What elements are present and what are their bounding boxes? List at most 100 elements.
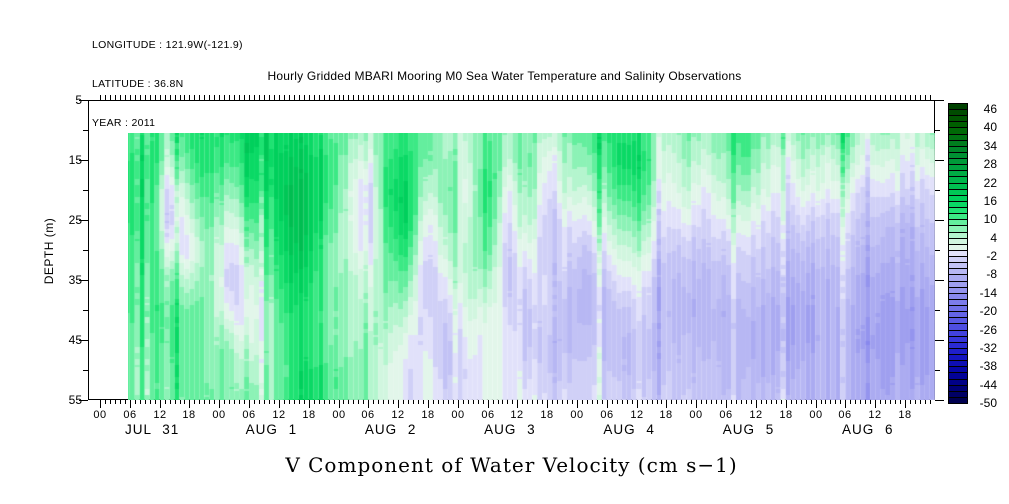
x-axis-minor-tick-top [244, 95, 245, 100]
x-axis-minor-tick-top [766, 95, 767, 100]
x-axis-tick-bottom [895, 400, 896, 404]
x-axis-minor-tick-top [229, 95, 230, 100]
x-axis-minor-tick-top [264, 95, 265, 100]
x-axis-minor-tick-top [860, 95, 861, 100]
x-axis-minor-tick-top [875, 95, 876, 100]
x-axis-tick-bottom [180, 400, 181, 404]
x-axis-tick-bottom [925, 400, 926, 404]
x-axis-tick-bottom [865, 400, 866, 404]
x-axis-tick-bottom [229, 400, 230, 404]
x-axis-minor-tick-top [527, 95, 528, 100]
x-axis-tick-bottom [781, 400, 782, 404]
x-axis-tick-bottom [721, 400, 722, 404]
x-axis-minor-tick-top [100, 95, 101, 100]
x-axis-minor-tick-top [120, 95, 121, 100]
x-axis-tick-bottom [443, 400, 444, 404]
x-axis-minor-tick-top [666, 95, 667, 100]
x-axis-tick-bottom [786, 400, 787, 408]
x-axis-tick-bottom [269, 400, 270, 404]
x-axis-minor-tick-top [259, 95, 260, 100]
x-axis-tick-bottom [284, 400, 285, 404]
x-axis-minor-tick-top [254, 95, 255, 100]
x-axis-minor-tick-top [368, 95, 369, 100]
colorbar-label: -14 [979, 285, 997, 300]
x-axis-hour-label: 06 [838, 409, 852, 421]
x-axis-minor-tick-top [542, 95, 543, 100]
x-axis-tick-bottom [140, 400, 141, 404]
x-axis-minor-tick-top [671, 95, 672, 100]
x-axis-minor-tick-top [736, 95, 737, 100]
x-axis-tick-bottom [766, 400, 767, 404]
x-axis-tick-bottom [189, 400, 190, 408]
x-axis-tick-bottom [701, 400, 702, 404]
x-axis-tick-bottom [279, 400, 280, 408]
colorbar [948, 103, 968, 404]
year-text: YEAR : 2011 [92, 117, 156, 129]
x-axis-tick-bottom [453, 400, 454, 404]
x-axis-minor-tick-top [905, 95, 906, 100]
x-axis-minor-tick-top [299, 95, 300, 100]
x-axis-tick-bottom [910, 400, 911, 404]
x-axis-minor-tick-top [184, 95, 185, 100]
x-axis-minor-tick-top [209, 95, 210, 100]
x-axis-hour-label: 00 [93, 409, 107, 421]
x-axis-hour-label: 18 [540, 409, 554, 421]
x-axis-tick-bottom [448, 400, 449, 404]
x-axis-tick-bottom [622, 400, 623, 404]
x-axis-tick-bottom [418, 400, 419, 404]
x-axis-minor-tick-top [880, 95, 881, 100]
x-axis-tick-bottom [244, 400, 245, 404]
x-axis-tick-bottom [562, 400, 563, 404]
latitude-text: LATITUDE : 36.8N [92, 78, 184, 90]
x-axis-minor-tick-top [175, 95, 176, 100]
x-axis-hour-label: 18 [421, 409, 435, 421]
x-axis-tick-bottom [587, 400, 588, 404]
x-axis-minor-tick-top [269, 95, 270, 100]
colorbar-label: 40 [983, 120, 997, 135]
x-axis-tick-bottom [711, 400, 712, 404]
x-axis-tick-bottom [657, 400, 658, 404]
colorbar-label: -32 [979, 340, 997, 355]
x-axis-day-label: AUG 5 [722, 422, 775, 437]
x-axis-minor-tick-top [731, 95, 732, 100]
x-axis-tick-bottom [612, 400, 613, 404]
y-axis-tick-right [935, 160, 944, 161]
x-axis-minor-tick-top [204, 95, 205, 100]
y-axis-label: 45 [68, 333, 82, 347]
x-axis-tick-bottom [413, 400, 414, 404]
x-axis-minor-tick-top [537, 95, 538, 100]
x-axis-minor-tick-top [458, 95, 459, 100]
x-axis-tick-bottom [666, 400, 667, 408]
x-axis-tick-bottom [259, 400, 260, 404]
x-axis-minor-tick-top [339, 95, 340, 100]
x-axis-minor-tick-top [358, 95, 359, 100]
x-axis-tick-bottom [577, 400, 578, 408]
x-axis-minor-tick-top [562, 95, 563, 100]
x-axis-tick-bottom [647, 400, 648, 404]
x-axis-minor-tick-top [383, 95, 384, 100]
y-axis-tick-right [935, 370, 940, 371]
x-axis-minor-tick-top [681, 95, 682, 100]
x-axis-tick-bottom [875, 400, 876, 408]
x-axis-tick-bottom [249, 400, 250, 408]
x-axis-hour-label: 00 [809, 409, 823, 421]
x-axis-tick-bottom [135, 400, 136, 404]
x-axis-hour-label: 18 [659, 409, 673, 421]
x-axis-tick-bottom [855, 400, 856, 404]
x-axis-hour-label: 18 [779, 409, 793, 421]
x-axis-tick-bottom [642, 400, 643, 404]
x-axis-tick-bottom [150, 400, 151, 404]
y-axis-tick-right [935, 250, 940, 251]
x-axis-minor-tick-top [617, 95, 618, 100]
x-axis-minor-tick-top [786, 95, 787, 100]
y-axis-tick-left [83, 250, 88, 251]
y-axis-tick-left [79, 400, 88, 401]
x-axis-tick-bottom [204, 400, 205, 404]
x-axis-tick-bottom [801, 400, 802, 404]
x-axis-tick-bottom [796, 400, 797, 404]
x-axis-day-label: AUG 3 [484, 422, 536, 437]
colorbar-label: 46 [983, 102, 997, 117]
x-axis-tick-bottom [239, 400, 240, 404]
x-axis-minor-tick-top [478, 95, 479, 100]
x-axis-minor-tick-top [517, 95, 518, 100]
